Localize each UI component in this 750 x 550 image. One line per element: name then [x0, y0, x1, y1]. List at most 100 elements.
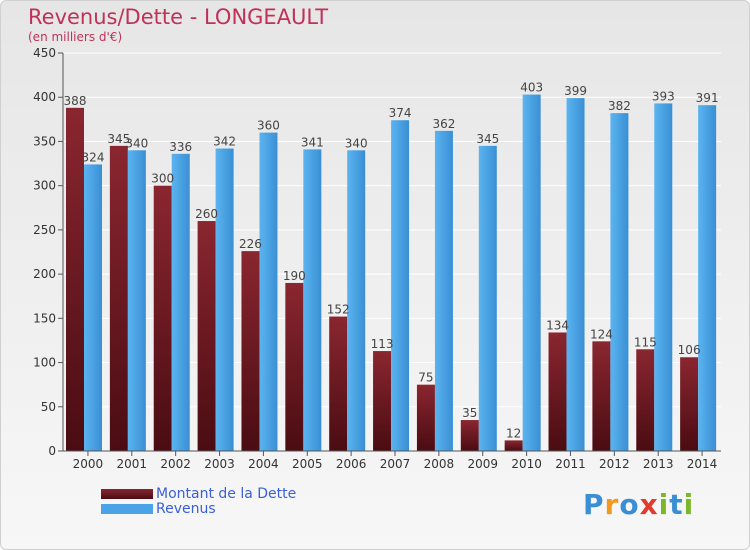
x-tick-label: 2009 [467, 457, 498, 471]
data-label-dette-2014: 106 [678, 343, 701, 357]
bar-dette-2004 [241, 251, 260, 451]
bar-revenus-2000 [84, 164, 102, 451]
logo-letter: i [683, 488, 695, 521]
data-label-dette-2005: 190 [283, 269, 306, 283]
x-tick-label: 2005 [292, 457, 323, 471]
x-tick-label: 2000 [73, 457, 104, 471]
data-label-revenus-2007: 374 [389, 106, 412, 120]
y-tick-label: 100 [33, 356, 56, 370]
bar-revenus-2014 [698, 105, 717, 451]
x-tick-label: 2012 [599, 457, 630, 471]
data-label-revenus-2012: 382 [608, 99, 631, 113]
bar-revenus-2006 [347, 150, 366, 452]
bar-revenus-2007 [391, 120, 410, 452]
bar-revenus-2011 [566, 98, 585, 452]
y-tick-label: 250 [33, 223, 56, 237]
bar-revenus-2005 [303, 149, 322, 451]
bar-dette-2008 [416, 384, 435, 451]
data-label-dette-2007: 113 [371, 337, 394, 351]
data-label-revenus-2009: 345 [476, 132, 499, 146]
bar-revenus-2009 [478, 145, 497, 451]
bar-dette-2000 [66, 107, 84, 451]
data-label-revenus-2006: 340 [345, 136, 368, 150]
bar-dette-2006 [329, 316, 348, 451]
proxiti-logo: Proxiti [583, 488, 694, 521]
bar-revenus-2002 [171, 153, 190, 451]
data-label-revenus-2005: 341 [301, 135, 324, 149]
y-tick-label: 200 [33, 267, 56, 281]
data-label-revenus-2004: 360 [257, 119, 280, 133]
bar-dette-2013 [636, 349, 655, 451]
logo-letter: o [619, 488, 640, 521]
data-label-revenus-2014: 391 [696, 91, 719, 105]
data-label-dette-2012: 124 [590, 327, 613, 341]
data-label-dette-2011: 134 [546, 318, 569, 332]
data-label-revenus-2000: 324 [82, 150, 105, 164]
logo-letter: t [669, 488, 684, 521]
legend-label-dette: Montant de la Dette [156, 486, 297, 502]
bar-revenus-2008 [434, 130, 453, 451]
x-tick-label: 2007 [380, 457, 411, 471]
legend-swatch-revenus [101, 504, 153, 514]
legend-label-revenus: Revenus [156, 501, 216, 517]
y-tick-label: 150 [33, 311, 56, 325]
bar-revenus-2003 [215, 148, 234, 451]
bar-revenus-2013 [654, 103, 673, 451]
y-tick-label: 300 [33, 179, 56, 193]
data-label-revenus-2002: 336 [169, 140, 192, 154]
axes: 0 50 100 150 200 250 300 350 400 450 2000 2001 2002 2… [33, 46, 721, 471]
x-tick-label: 2004 [248, 457, 279, 471]
data-label-dette-2003: 260 [195, 207, 218, 221]
bar-dette-2007 [373, 351, 392, 451]
data-label-revenus-2011: 399 [564, 84, 587, 98]
bar-dette-2010 [504, 440, 523, 451]
data-label-dette-2013: 115 [634, 335, 657, 349]
data-label-dette-2004: 226 [239, 237, 262, 251]
x-tick-label: 2014 [687, 457, 718, 471]
y-tick-label: 450 [33, 46, 56, 60]
data-label-dette-2008: 75 [418, 371, 433, 385]
chart-title: Revenus/Dette - LONGEAULT [28, 5, 329, 29]
x-tick-label: 2003 [204, 457, 235, 471]
y-tick-label: 50 [41, 400, 56, 414]
bar-dette-2001 [109, 145, 128, 451]
data-label-revenus-2010: 403 [520, 81, 543, 95]
y-tick-label: 400 [33, 90, 56, 104]
bar-dette-2014 [680, 357, 699, 451]
y-tick-label: 350 [33, 134, 56, 148]
x-tick-label: 2011 [555, 457, 586, 471]
x-tick-label: 2013 [643, 457, 674, 471]
bar-dette-2002 [153, 185, 172, 451]
data-label-dette-2000: 388 [64, 94, 87, 108]
data-label-revenus-2001: 340 [125, 136, 148, 150]
bar-dette-2003 [197, 221, 216, 451]
data-label-dette-2001: 345 [107, 132, 130, 146]
data-labels: 3883243453403003362603422263601903411523… [64, 81, 719, 441]
x-tick-label: 2002 [160, 457, 191, 471]
data-label-revenus-2003: 342 [213, 135, 236, 149]
data-label-dette-2010: 12 [506, 426, 521, 440]
bar-dette-2011 [548, 332, 567, 451]
data-label-dette-2009: 35 [462, 406, 477, 420]
x-tick-label: 2001 [117, 457, 148, 471]
logo-letter: x [639, 488, 659, 521]
x-tick-label: 2010 [511, 457, 542, 471]
bar-dette-2005 [285, 282, 304, 451]
bar-revenus-2004 [259, 132, 278, 451]
logo-letter: P [583, 488, 605, 521]
y-tick-label: 0 [48, 444, 56, 458]
bars-group [66, 94, 717, 452]
x-tick-label: 2006 [336, 457, 367, 471]
data-label-revenus-2008: 362 [432, 117, 455, 131]
legend-swatch-dette [101, 489, 153, 499]
bar-revenus-2001 [127, 150, 146, 452]
logo-letter: r [604, 488, 620, 521]
bar-dette-2009 [460, 420, 479, 451]
x-tick-label: 2008 [424, 457, 455, 471]
data-label-dette-2002: 300 [151, 172, 174, 186]
data-label-dette-2006: 152 [327, 303, 350, 317]
data-label-revenus-2013: 393 [652, 89, 675, 103]
chart-subtitle: (en milliers d'€) [28, 30, 123, 44]
